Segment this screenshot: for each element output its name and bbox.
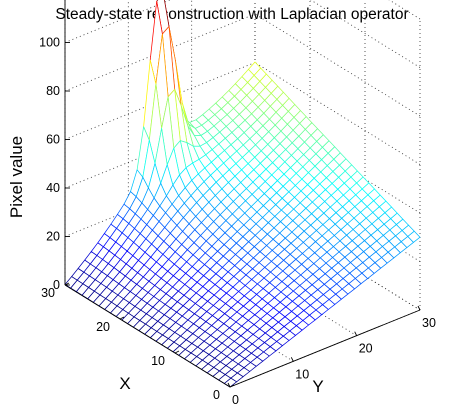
x-tick-mark xyxy=(174,350,180,354)
z-tick-label: 20 xyxy=(46,230,60,244)
grid-line xyxy=(254,13,421,117)
grid-line xyxy=(254,62,421,165)
x-tick-label: 10 xyxy=(151,354,165,368)
y-tick-mark xyxy=(290,357,294,362)
y-tick-mark xyxy=(354,331,358,336)
x-tick-mark xyxy=(119,316,125,320)
y-tick-label: 10 xyxy=(295,367,309,381)
z-tick-label: 100 xyxy=(39,36,60,50)
x-tick-label: 0 xyxy=(213,388,220,402)
grid-line xyxy=(388,0,421,20)
y-tick-mark xyxy=(417,305,421,311)
grid-line xyxy=(310,0,421,68)
x-axis-line xyxy=(64,284,231,388)
axis-box xyxy=(64,0,421,388)
tick-labels: 02040608010012001020300102030 xyxy=(39,0,436,407)
x-tick-label: 20 xyxy=(96,320,110,334)
x-axis-label: X xyxy=(119,374,130,393)
chart-title: Steady-state reconstruction with Laplaci… xyxy=(55,6,408,23)
z-tick-label: 40 xyxy=(46,181,60,195)
surface-mesh xyxy=(64,0,421,388)
x-tick-mark xyxy=(229,384,235,388)
z-axis-label: Pixel value xyxy=(7,136,26,218)
y-axis-line xyxy=(229,309,421,388)
y-tick-label: 0 xyxy=(232,393,239,407)
y-tick-label: 20 xyxy=(359,342,373,356)
z-tick-label: 80 xyxy=(46,84,60,98)
z-tick-label: 0 xyxy=(53,278,60,292)
z-tick-label: 60 xyxy=(46,133,60,147)
z-tick-label: 120 xyxy=(39,0,60,1)
y-tick-label: 30 xyxy=(422,316,436,330)
y-axis-label: Y xyxy=(312,377,323,396)
x-tick-label: 30 xyxy=(41,286,55,300)
x-tick-mark xyxy=(64,282,70,286)
y-tick-mark xyxy=(227,382,231,388)
